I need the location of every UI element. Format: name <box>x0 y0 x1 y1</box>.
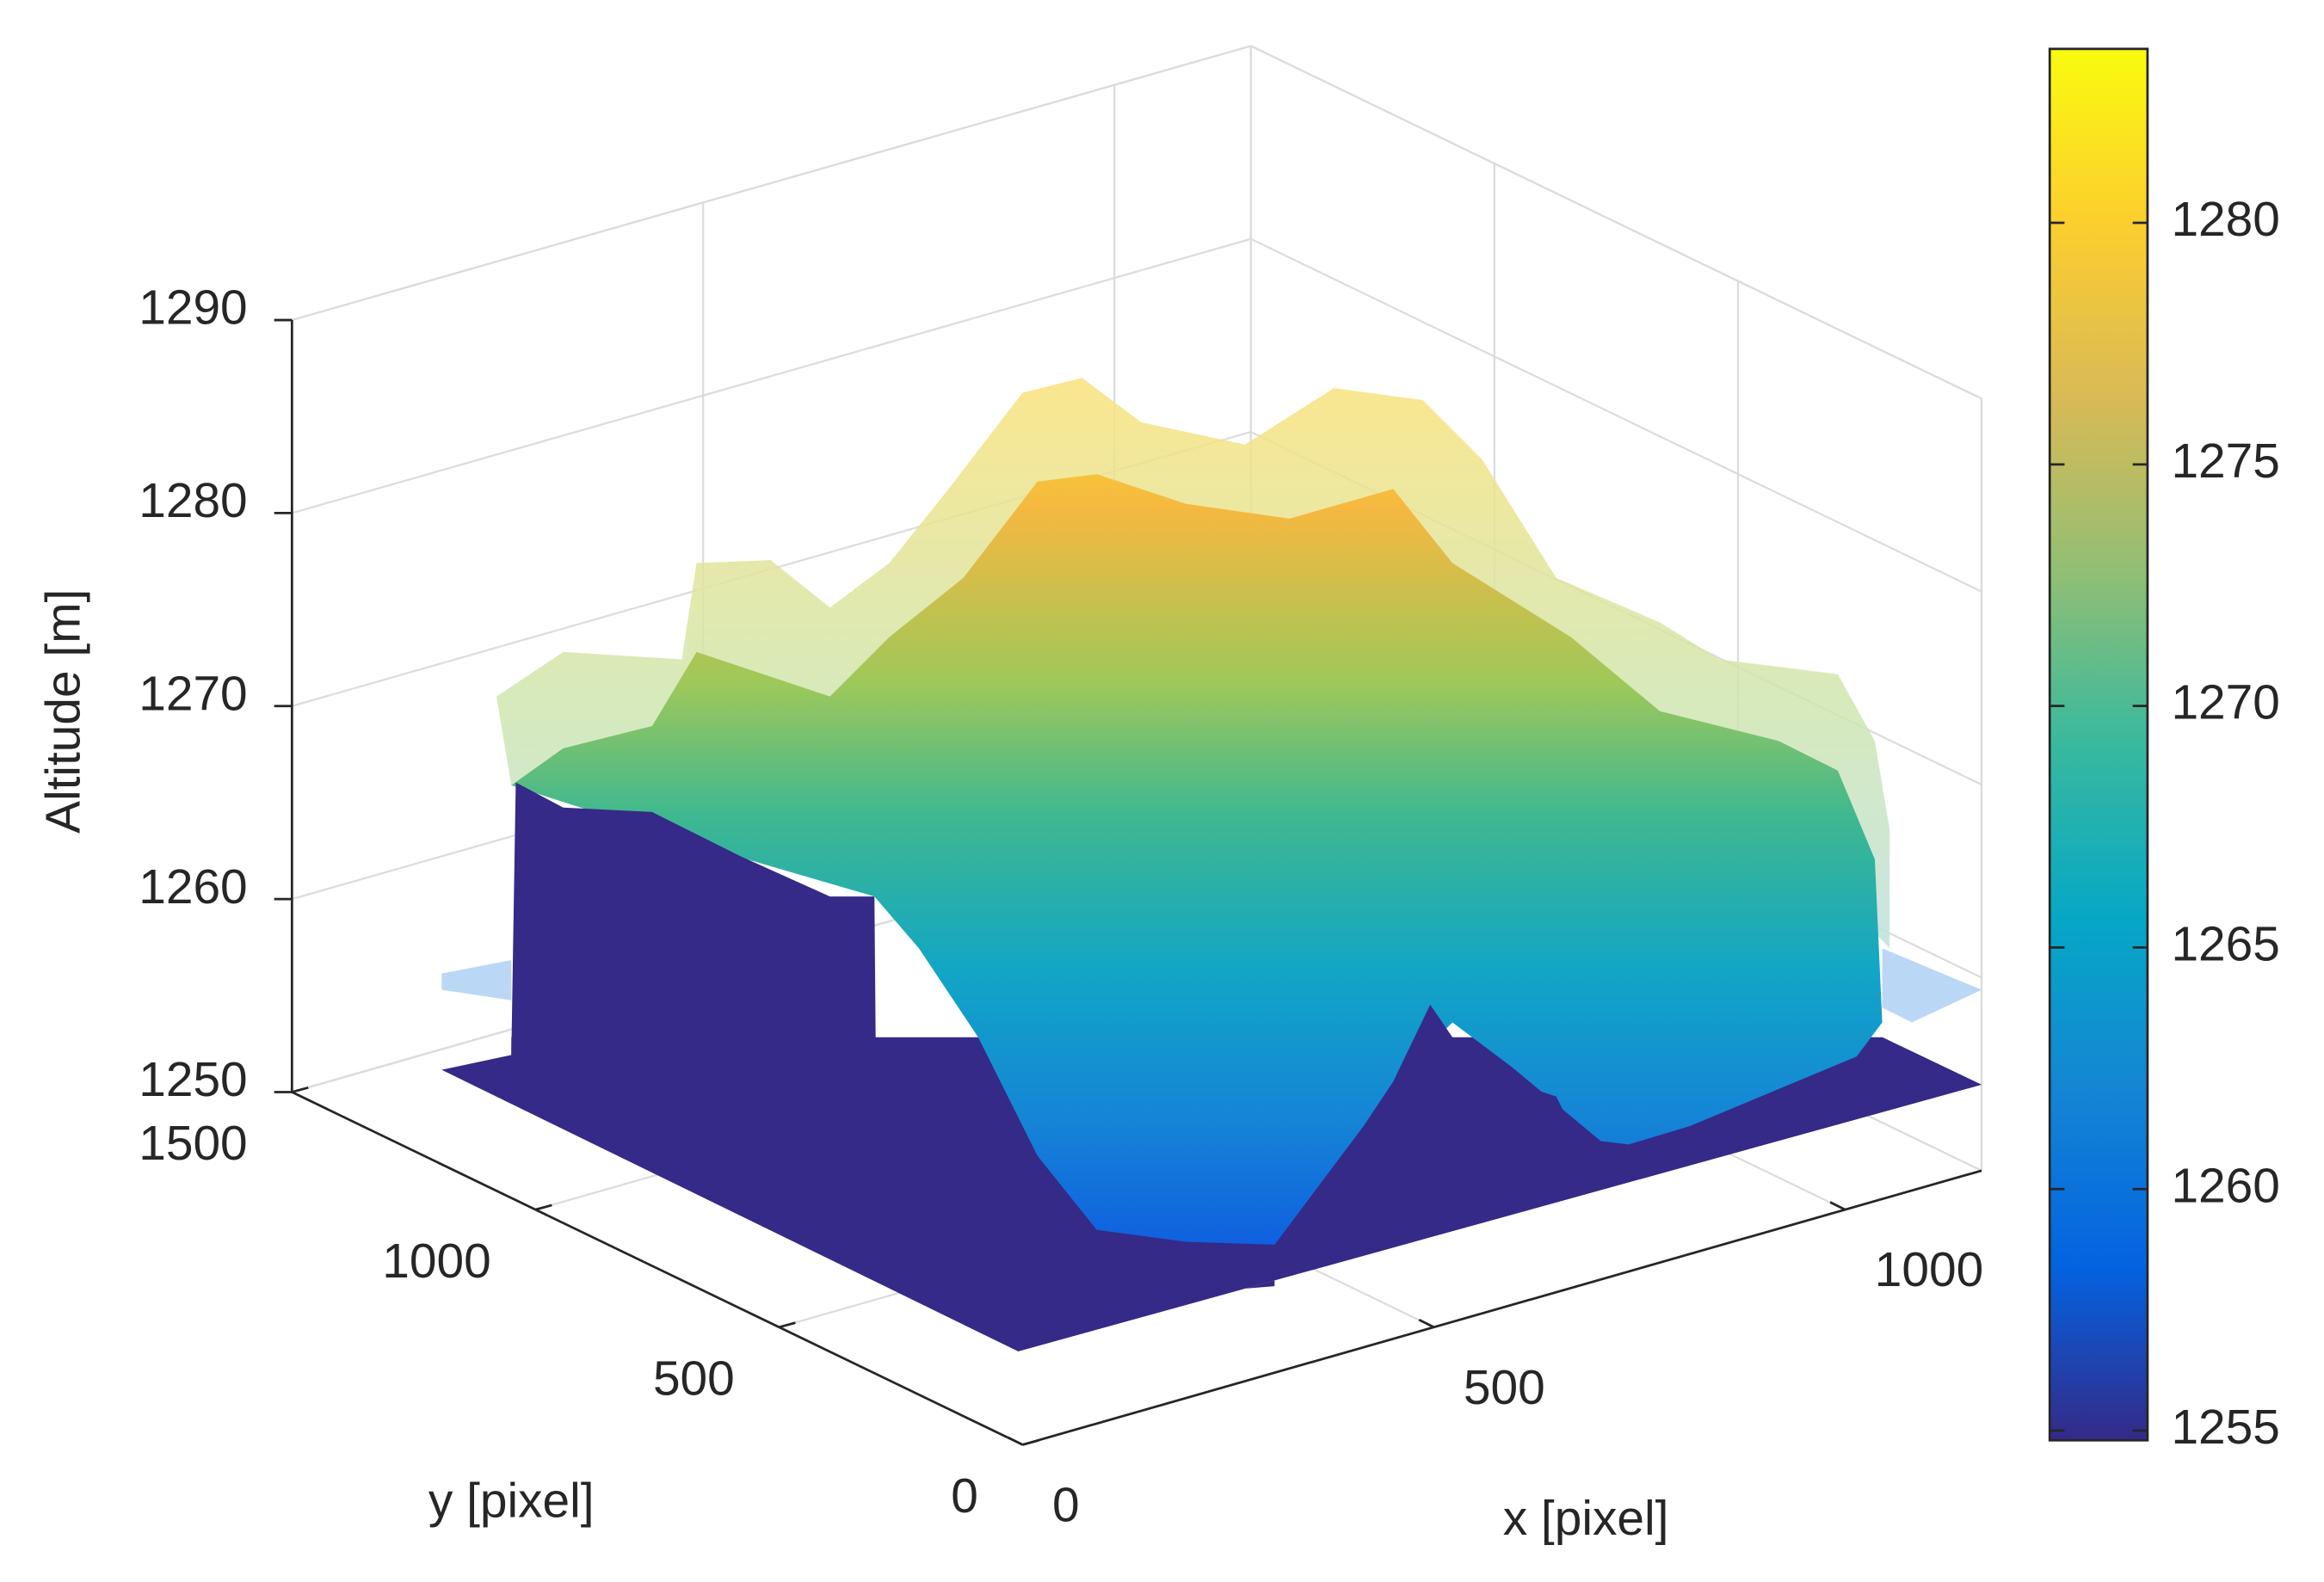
colorbar-tick-label: 1255 <box>2171 1400 2279 1455</box>
pale-plane <box>1882 948 1982 1023</box>
y-tick <box>1022 1438 1039 1446</box>
pale-plane <box>441 960 512 1000</box>
axes: 1250 1260 1270 1280 1290 0 500 1000 1500 0 500 1000 <box>139 281 1983 1533</box>
z-tick-label: 1250 <box>139 1053 247 1107</box>
x-tick-label: 500 <box>1464 1361 1545 1415</box>
z-axis-label: Altitude [m] <box>37 589 91 834</box>
y-tick <box>779 1321 796 1329</box>
x-axis <box>1022 1169 1982 1446</box>
x-tick <box>1007 1436 1024 1446</box>
y-tick-label: 500 <box>653 1352 735 1407</box>
grid-line <box>292 45 1252 322</box>
y-tick-label: 1500 <box>139 1117 247 1171</box>
colorbar-tick-label: 1270 <box>2171 676 2279 730</box>
z-tick-label: 1260 <box>139 860 247 914</box>
surface-back <box>496 378 1890 949</box>
colorbar-tick-label: 1275 <box>2171 434 2279 489</box>
x-tick-label: 1000 <box>1875 1243 1983 1297</box>
low-region <box>874 1004 1982 1351</box>
grid-line <box>1250 237 1982 593</box>
z-tick-label: 1290 <box>139 281 247 335</box>
surface-front <box>511 474 1883 1245</box>
z-tick-label: 1280 <box>139 474 247 528</box>
x-tick <box>1829 1201 1846 1211</box>
plot: 1250 1260 1270 1280 1290 0 500 1000 1500 0 500 1000… <box>37 45 2280 1546</box>
colorbar-tick-label: 1265 <box>2171 917 2279 971</box>
y-tick-label: 1000 <box>382 1234 490 1289</box>
colorbar-tick-label: 1260 <box>2171 1159 2279 1213</box>
surface <box>441 378 1982 1351</box>
x-axis-label: x [pixel] <box>1503 1492 1669 1546</box>
colorbar: 1255 1260 1265 1270 1275 1280 <box>2048 47 2280 1455</box>
grid-line <box>1250 45 1982 400</box>
y-axis-label: y [pixel] <box>428 1474 595 1528</box>
colorbar-scale <box>2048 47 2149 1442</box>
side-wall <box>511 782 878 1245</box>
y-tick <box>291 1086 309 1093</box>
y-tick <box>535 1203 552 1211</box>
z-tick-label: 1270 <box>139 667 247 721</box>
grid-line <box>292 237 1252 514</box>
y-tick-label: 0 <box>951 1469 978 1524</box>
x-tick-label: 0 <box>1052 1479 1080 1533</box>
y-axis <box>291 1091 1024 1446</box>
x-tick <box>1418 1318 1435 1329</box>
colorbar-tick-label: 1280 <box>2171 193 2279 247</box>
